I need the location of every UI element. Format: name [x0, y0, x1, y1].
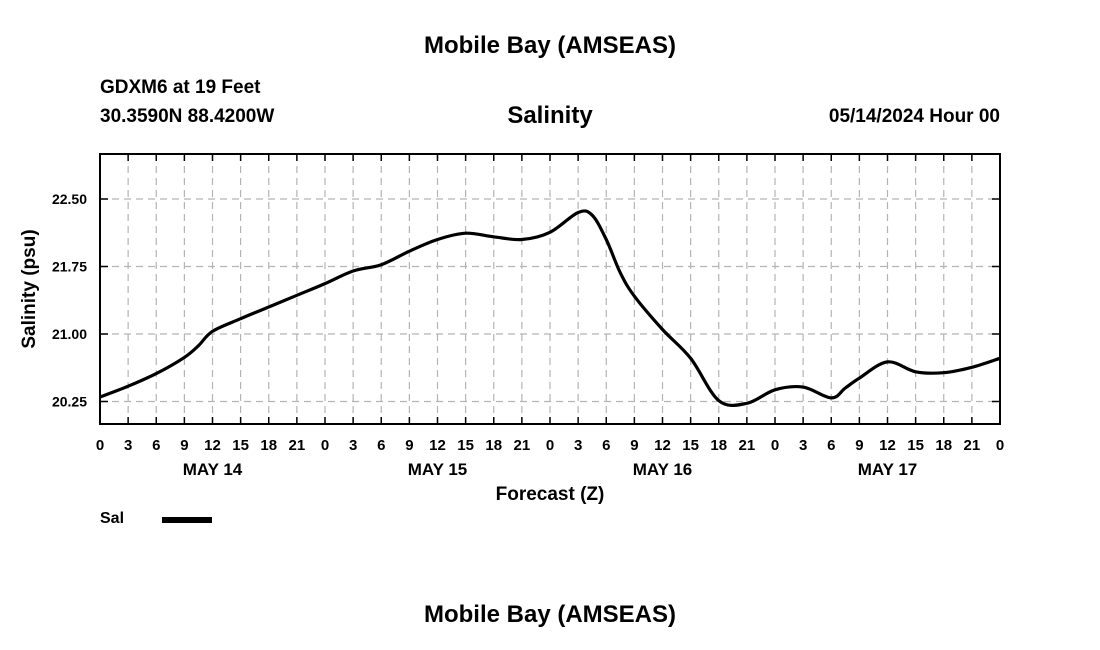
x-tick-label: 15: [457, 437, 474, 454]
x-tick-label: 3: [124, 437, 132, 454]
x-tick-label: 18: [260, 437, 277, 454]
coordinates-label: 30.3590N 88.4200W: [100, 106, 275, 127]
x-tick-label: 6: [152, 437, 160, 454]
y-tick-label: 20.25: [52, 394, 87, 410]
y-tick-label: 21.75: [52, 259, 87, 275]
x-tick-label: 15: [232, 437, 249, 454]
y-tick-label: 22.50: [52, 191, 87, 207]
day-label: MAY 15: [408, 460, 468, 479]
x-tick-label: 0: [771, 437, 779, 454]
day-label: MAY 14: [183, 460, 243, 479]
x-tick-label: 15: [907, 437, 924, 454]
x-tick-label: 9: [180, 437, 188, 454]
day-label: MAY 17: [858, 460, 918, 479]
footer-title: Mobile Bay (AMSEAS): [423, 601, 677, 628]
x-tick-label: 18: [935, 437, 952, 454]
x-tick-label: 6: [602, 437, 610, 454]
legend-swatch: [162, 517, 212, 523]
x-tick-label: 0: [96, 437, 104, 454]
x-tick-label: 12: [654, 437, 671, 454]
x-tick-label: 15: [682, 437, 699, 454]
y-tick-label: 21.00: [52, 326, 87, 342]
variable-title: Salinity: [507, 102, 593, 129]
x-tick-label: 21: [739, 437, 756, 454]
x-tick-label: 21: [289, 437, 306, 454]
x-tick-label: 18: [710, 437, 727, 454]
x-tick-label: 12: [204, 437, 221, 454]
x-tick-label: 12: [429, 437, 446, 454]
x-axis-label: Forecast (Z): [496, 484, 605, 505]
chart-title: Mobile Bay (AMSEAS): [423, 32, 677, 59]
datetime-label: 05/14/2024 Hour 00: [828, 106, 1000, 127]
y-axis-label: Salinity (psu): [19, 229, 40, 348]
x-tick-label: 21: [514, 437, 531, 454]
station-label: GDXM6 at 19 Feet: [100, 77, 261, 98]
x-tick-label: 18: [485, 437, 502, 454]
x-tick-label: 21: [964, 437, 981, 454]
x-tick-label: 6: [377, 437, 385, 454]
x-tick-label: 9: [855, 437, 863, 454]
x-tick-label: 9: [630, 437, 638, 454]
plot-frame: [99, 153, 1001, 425]
x-tick-label: 6: [827, 437, 835, 454]
x-tick-label: 0: [996, 437, 1004, 454]
x-tick-label: 12: [879, 437, 896, 454]
day-label: MAY 16: [633, 460, 693, 479]
x-tick-label: 3: [574, 437, 582, 454]
series-line-sal: [99, 209, 1001, 408]
x-tick-label: 3: [349, 437, 357, 454]
legend-label: Sal: [100, 510, 125, 527]
x-tick-label: 0: [546, 437, 554, 454]
x-tick-label: 3: [799, 437, 807, 454]
x-tick-label: 9: [405, 437, 413, 454]
x-tick-label: 0: [321, 437, 329, 454]
